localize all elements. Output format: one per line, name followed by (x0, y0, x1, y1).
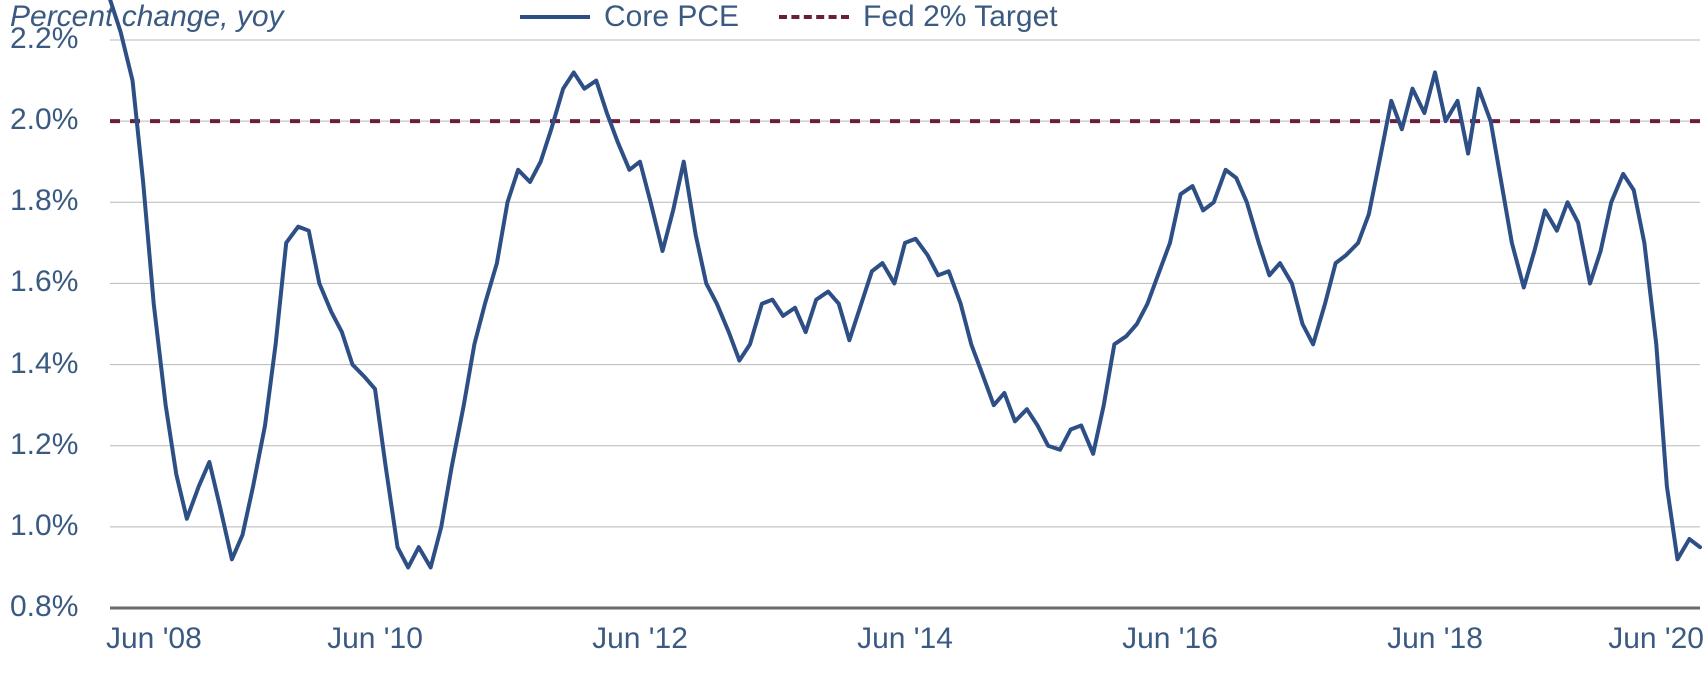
y-tick-label: 1.4% (10, 347, 78, 381)
y-tick-label: 1.2% (10, 428, 78, 462)
y-tick-label: 1.6% (10, 265, 78, 299)
pce-chart: Percent change, yoy Core PCE Fed 2% Targ… (0, 0, 1706, 682)
x-tick-label: Jun '08 (106, 622, 202, 656)
legend-item-fed-target: Fed 2% Target (779, 0, 1058, 34)
chart-legend: Core PCE Fed 2% Target (520, 0, 1058, 34)
y-tick-label: 1.8% (10, 184, 78, 218)
legend-swatch-dashed (779, 15, 849, 19)
y-tick-label: 2.2% (10, 22, 78, 56)
x-tick-label: Jun '12 (592, 622, 688, 656)
x-tick-label: Jun '18 (1387, 622, 1483, 656)
legend-swatch-solid (520, 15, 590, 19)
y-tick-label: 2.0% (10, 103, 78, 137)
x-tick-label: Jun '10 (327, 622, 423, 656)
y-tick-label: 1.0% (10, 509, 78, 543)
chart-svg (0, 0, 1706, 682)
x-tick-label: Jun '16 (1122, 622, 1218, 656)
x-tick-label: Jun '20 (1608, 622, 1704, 656)
y-tick-label: 0.8% (10, 590, 78, 624)
legend-label: Fed 2% Target (863, 0, 1058, 34)
legend-item-core-pce: Core PCE (520, 0, 739, 34)
legend-label: Core PCE (604, 0, 739, 34)
x-tick-label: Jun '14 (857, 622, 953, 656)
